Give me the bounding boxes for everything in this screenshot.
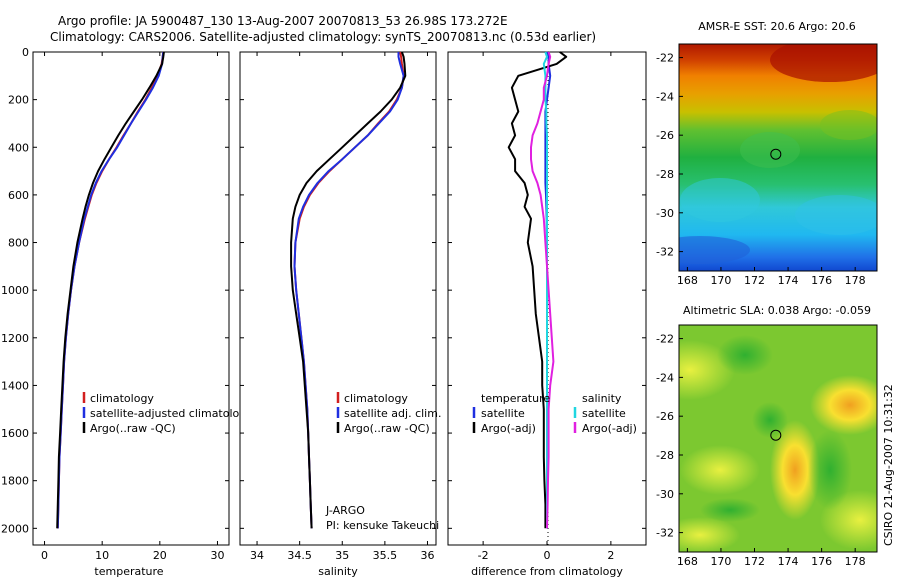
y-tick-label: 0	[22, 46, 29, 59]
difference-legend: temperature satellite Argo(-adj) salinit…	[472, 392, 637, 435]
temperature-xlabel: temperature	[94, 565, 163, 578]
temperature-argo-line	[507, 51, 568, 529]
legend-temp-argo: Argo(-adj)	[481, 422, 536, 435]
map-x-tick-label: 178	[845, 555, 866, 568]
y-tick-label: 1600	[1, 427, 29, 440]
temperature-legend: climatology satellite-adjusted climatolo…	[82, 392, 253, 435]
x-tick-label: 34.5	[287, 549, 312, 562]
map-y-tick-label: -30	[656, 488, 674, 501]
sla-map-frame	[678, 324, 878, 553]
x-tick-label: 30	[210, 549, 224, 562]
map-y-tick-label: -26	[656, 410, 674, 423]
annotation-program: J-ARGO	[325, 504, 365, 517]
argo-location-marker	[770, 148, 782, 160]
salinity-axes	[239, 51, 437, 546]
legend-argo: Argo(..raw -QC)	[90, 422, 176, 435]
x-tick-label: 36	[420, 549, 434, 562]
map-x-tick-label: 172	[744, 555, 765, 568]
y-tick-label: 600	[8, 189, 29, 202]
y-tick-label: 200	[8, 94, 29, 107]
x-tick-label: 0	[544, 549, 551, 562]
argo-line	[56, 51, 165, 529]
y-tick-label: 2000	[1, 522, 29, 535]
y-tick-label: 1800	[1, 475, 29, 488]
legend-climatology: climatology	[344, 392, 408, 405]
legend-salinity-heading: salinity	[582, 392, 622, 405]
y-tick-label: 1400	[1, 379, 29, 392]
map-x-tick-label: 170	[710, 555, 731, 568]
salinity-xlabel: salinity	[318, 565, 358, 578]
map-y-tick-label: -24	[656, 371, 674, 384]
map-y-tick-label: -30	[656, 207, 674, 220]
temperature-axes	[32, 51, 230, 546]
map-y-tick-label: -32	[656, 246, 674, 259]
salinity-argo-line	[530, 51, 555, 529]
difference-xlabel: difference from climatology	[471, 565, 623, 578]
sla-map-title: Altimetric SLA: 0.038 Argo: -0.059	[683, 304, 871, 317]
salinity-panel: 34 34.5 35 35.5 36 climatology satellite adj…	[239, 51, 441, 578]
legend-satellite-adj: satellite adj. clim.	[344, 407, 441, 420]
x-tick-label: 2	[607, 549, 614, 562]
x-tick-label: 34	[250, 549, 264, 562]
x-tick-label: 10	[95, 549, 109, 562]
legend-satellite-adjusted: satellite-adjusted climatology	[90, 407, 253, 420]
y-tick-label: 400	[8, 141, 29, 154]
sst-map-title: AMSR-E SST: 20.6 Argo: 20.6	[698, 20, 856, 33]
map-y-tick-label: -32	[656, 527, 674, 540]
salinity-legend: climatology satellite adj. clim. Argo(..…	[336, 392, 441, 435]
map-x-tick-label: 176	[811, 274, 832, 287]
map-x-tick-label: 170	[710, 274, 731, 287]
salinity-satellite-line	[542, 51, 548, 529]
legend-sal-argo: Argo(-adj)	[582, 422, 637, 435]
legend-sal-satellite: satellite	[582, 407, 626, 420]
sst-map-frame	[678, 43, 878, 272]
temperature-panel: 0 200 400 600 800 1000 1200 1400 1600 1800 2000 0 10…	[1, 46, 253, 578]
map-y-tick-label: -22	[656, 333, 674, 346]
legend-temperature-heading: temperature	[481, 392, 550, 405]
y-tick-label: 800	[8, 237, 29, 250]
title-line-1: Argo profile: JA 5900487_130 13-Aug-2007…	[58, 14, 508, 28]
timestamp: CSIRO 21-Aug-2007 10:31:32	[882, 384, 895, 546]
map-x-tick-label: 174	[778, 274, 799, 287]
argo-line	[290, 51, 407, 529]
difference-panel: -2 0 2 temperature satellite Argo(-adj) sa…	[447, 51, 647, 578]
sla-map-panel: Altimetric SLA: 0.038 Argo: -0.059 168 17…	[656, 304, 878, 568]
sst-heatmap	[679, 44, 877, 271]
annotation-pi: PI: kensuke Takeuchi	[326, 519, 439, 532]
legend-climatology: climatology	[90, 392, 154, 405]
map-x-tick-label: 178	[845, 274, 866, 287]
y-tick-label: 1000	[1, 284, 29, 297]
argo-location-marker	[770, 429, 782, 441]
map-x-tick-label: 168	[677, 274, 698, 287]
sla-heatmap	[679, 325, 877, 552]
x-tick-label: 35.5	[373, 549, 398, 562]
sst-map-panel: AMSR-E SST: 20.6 Argo: 20.6 168 170 172 174…	[656, 20, 878, 287]
map-y-tick-label: -28	[656, 449, 674, 462]
legend-temp-satellite: satellite	[481, 407, 525, 420]
title-line-2: Climatology: CARS2006. Satellite-adjuste…	[50, 30, 596, 44]
legend-argo: Argo(..raw -QC)	[344, 422, 430, 435]
x-tick-label: -2	[478, 549, 489, 562]
map-x-tick-label: 174	[778, 555, 799, 568]
map-y-tick-label: -24	[656, 90, 674, 103]
x-tick-label: 35	[335, 549, 349, 562]
y-tick-label: 1200	[1, 332, 29, 345]
map-x-tick-label: 176	[811, 555, 832, 568]
map-x-tick-label: 168	[677, 555, 698, 568]
x-tick-label: 0	[41, 549, 48, 562]
map-y-tick-label: -22	[656, 52, 674, 65]
map-y-tick-label: -28	[656, 168, 674, 181]
map-y-tick-label: -26	[656, 129, 674, 142]
map-x-tick-label: 172	[744, 274, 765, 287]
x-tick-label: 20	[153, 549, 167, 562]
